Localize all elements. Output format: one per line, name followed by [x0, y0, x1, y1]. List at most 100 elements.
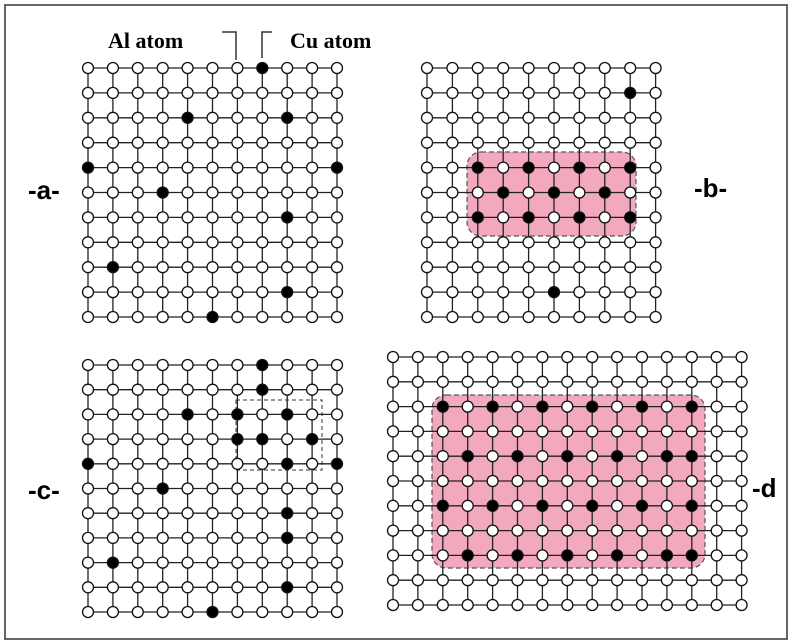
al-atom	[307, 508, 318, 519]
al-atom	[257, 237, 268, 248]
cu-atom	[462, 550, 473, 561]
al-atom	[132, 434, 143, 445]
al-atom	[599, 237, 610, 248]
al-atom	[182, 137, 193, 148]
al-atom	[307, 409, 318, 420]
al-atom	[711, 525, 722, 536]
panel-label: -a-	[28, 175, 60, 205]
al-atom	[437, 376, 448, 387]
al-atom	[447, 312, 458, 323]
al-atom	[523, 63, 534, 74]
al-atom	[232, 557, 243, 568]
al-atom	[207, 162, 218, 173]
al-atom	[232, 607, 243, 618]
al-atom	[661, 476, 672, 487]
al-atom	[462, 401, 473, 412]
cu-atom	[107, 557, 118, 568]
al-atom	[599, 87, 610, 98]
al-atom	[549, 112, 560, 123]
al-atom	[711, 550, 722, 561]
al-atom	[422, 212, 433, 223]
al-atom	[537, 550, 548, 561]
al-atom	[182, 287, 193, 298]
al-atom	[472, 262, 483, 273]
al-atom	[412, 525, 423, 536]
al-atom	[107, 187, 118, 198]
al-atom	[132, 360, 143, 371]
al-atom	[650, 262, 661, 273]
al-atom	[257, 137, 268, 148]
al-atom	[422, 312, 433, 323]
al-atom	[157, 409, 168, 420]
al-atom	[574, 187, 585, 198]
al-atom	[637, 600, 648, 611]
al-atom	[257, 508, 268, 519]
al-atom	[512, 352, 523, 363]
al-atom	[232, 508, 243, 519]
al-atom	[257, 212, 268, 223]
al-atom	[182, 187, 193, 198]
al-atom	[650, 237, 661, 248]
al-atom	[207, 112, 218, 123]
al-atom	[661, 600, 672, 611]
al-atom	[207, 212, 218, 223]
al-atom	[498, 63, 509, 74]
al-atom	[182, 162, 193, 173]
al-atom	[736, 600, 747, 611]
al-atom	[472, 87, 483, 98]
al-atom	[182, 458, 193, 469]
al-atom	[282, 360, 293, 371]
al-atom	[132, 137, 143, 148]
al-atom	[462, 376, 473, 387]
al-atom	[462, 600, 473, 611]
al-atom	[232, 483, 243, 494]
al-atom	[107, 63, 118, 74]
al-atom	[157, 287, 168, 298]
al-atom	[587, 376, 598, 387]
al-atom	[207, 582, 218, 593]
al-atom	[207, 458, 218, 469]
figure: Al atom Cu atom -a- -b- -c- -d	[0, 0, 793, 644]
al-atom	[388, 451, 399, 462]
al-atom	[412, 376, 423, 387]
al-atom	[107, 112, 118, 123]
al-atom	[207, 187, 218, 198]
al-atom	[549, 237, 560, 248]
al-atom	[182, 532, 193, 543]
al-atom	[498, 112, 509, 123]
al-atom	[612, 500, 623, 511]
al-atom	[157, 212, 168, 223]
al-atom	[599, 162, 610, 173]
al-atom	[83, 434, 94, 445]
al-atom	[232, 162, 243, 173]
al-atom	[736, 426, 747, 437]
al-atom	[182, 63, 193, 74]
al-atom	[562, 476, 573, 487]
al-atom	[574, 137, 585, 148]
al-atom	[512, 600, 523, 611]
al-atom	[232, 112, 243, 123]
cu-atom	[282, 582, 293, 593]
al-atom	[472, 312, 483, 323]
al-atom	[587, 550, 598, 561]
cu-atom	[661, 451, 672, 462]
al-atom	[537, 525, 548, 536]
al-atom	[307, 483, 318, 494]
al-atom	[587, 352, 598, 363]
al-atom	[307, 162, 318, 173]
cu-atom	[462, 451, 473, 462]
al-atom	[332, 508, 343, 519]
cu-atom	[107, 262, 118, 273]
al-atom	[498, 87, 509, 98]
panel-label: -d	[752, 473, 777, 503]
cu-atom	[282, 212, 293, 223]
al-atom	[498, 312, 509, 323]
al-atom	[232, 312, 243, 323]
al-atom	[487, 525, 498, 536]
al-atom	[711, 500, 722, 511]
al-atom	[207, 409, 218, 420]
al-atom	[388, 426, 399, 437]
al-atom	[232, 582, 243, 593]
al-atom	[574, 312, 585, 323]
al-atom	[498, 287, 509, 298]
